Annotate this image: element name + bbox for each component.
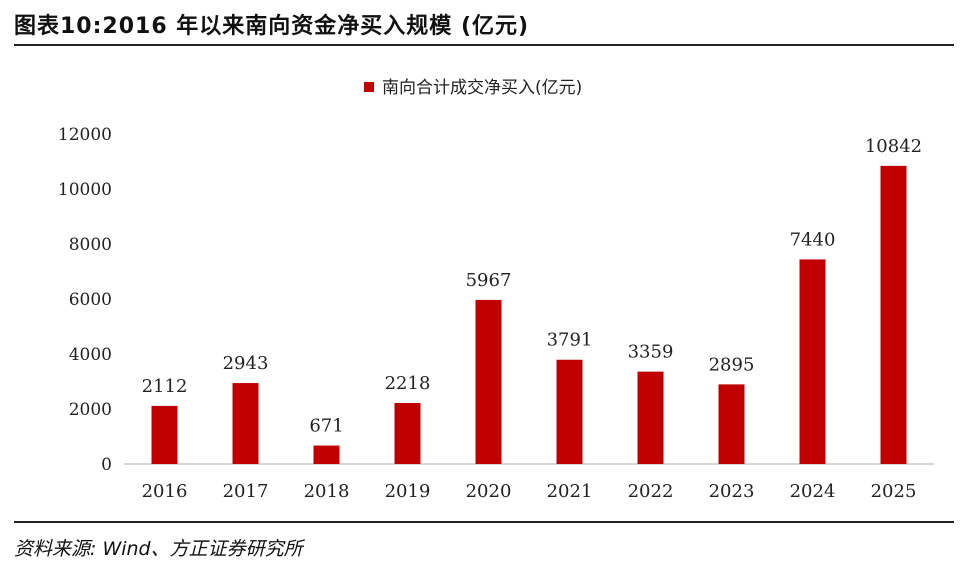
value-label-2018: 671 — [309, 416, 343, 437]
value-label-2017: 2943 — [223, 353, 269, 374]
bar-2024 — [799, 259, 826, 464]
source-divider — [14, 521, 954, 523]
value-label-2022: 3359 — [628, 342, 674, 363]
bar-2022 — [637, 371, 664, 464]
value-labels: 2112 2943 671 2218 5967 3791 3359 2895 7440 10842 — [142, 136, 923, 437]
bar-2018 — [313, 445, 340, 464]
y-tick-label: 4000 — [69, 345, 112, 365]
value-label-2023: 2895 — [709, 354, 755, 375]
y-tick-label: 6000 — [69, 290, 112, 310]
x-tick-label-2020: 2020 — [466, 481, 512, 502]
figure-title: 图表10:2016 年以来南向资金净买入规模 (亿元) — [14, 14, 530, 39]
bar-chart: 南向合计成交净买入(亿元) 0 2000 4000 6000 8000 10000 1200… — [58, 78, 934, 502]
value-label-2020: 5967 — [466, 270, 512, 291]
x-tick-label-2023: 2023 — [709, 481, 755, 502]
bar-2020 — [475, 299, 502, 464]
value-label-2025: 10842 — [865, 136, 922, 157]
legend: 南向合计成交净买入(亿元) — [364, 78, 582, 98]
y-tick-label: 2000 — [69, 400, 112, 420]
y-axis: 0 2000 4000 6000 8000 10000 12000 — [58, 125, 112, 475]
x-tick-label-2021: 2021 — [547, 481, 593, 502]
title-divider — [14, 44, 954, 46]
x-axis-labels: 2016 2017 2018 2019 2020 2021 2022 2023 2024 2025 — [142, 481, 917, 502]
bar-2025 — [880, 165, 907, 464]
x-tick-label-2022: 2022 — [628, 481, 674, 502]
x-tick-label-2017: 2017 — [223, 481, 269, 502]
x-tick-label-2025: 2025 — [871, 481, 917, 502]
bar-2023 — [718, 384, 745, 464]
x-tick-label-2018: 2018 — [304, 481, 350, 502]
value-label-2024: 7440 — [790, 229, 836, 250]
bar-2019 — [394, 403, 421, 464]
y-tick-label: 8000 — [69, 235, 112, 255]
value-label-2019: 2218 — [385, 373, 431, 394]
legend-swatch — [364, 82, 374, 92]
value-label-2021: 3791 — [547, 330, 593, 351]
x-tick-label-2024: 2024 — [790, 481, 836, 502]
y-tick-label: 12000 — [58, 125, 112, 145]
bars — [151, 165, 907, 464]
bar-2016 — [151, 405, 178, 464]
y-tick-label: 0 — [101, 455, 112, 475]
bar-2021 — [556, 359, 583, 464]
x-tick-label-2019: 2019 — [385, 481, 431, 502]
x-tick-label-2016: 2016 — [142, 481, 188, 502]
value-label-2016: 2112 — [142, 376, 188, 397]
source-note: 资料来源: Wind、方正证券研究所 — [14, 538, 303, 560]
bar-2017 — [232, 383, 259, 464]
legend-label: 南向合计成交净买入(亿元) — [382, 78, 582, 98]
y-tick-label: 10000 — [58, 180, 112, 200]
